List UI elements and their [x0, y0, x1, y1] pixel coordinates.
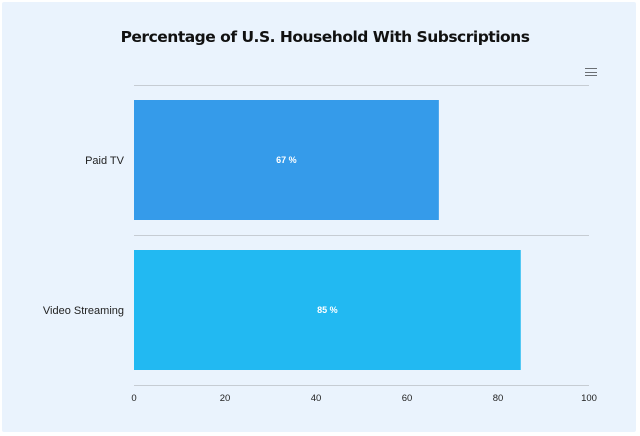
data-label: 85 % — [317, 305, 338, 315]
x-tick-label: 80 — [493, 393, 504, 404]
x-tick-label: 40 — [311, 393, 322, 404]
chart-menu-button[interactable] — [582, 64, 600, 80]
x-tick-label: 20 — [220, 393, 231, 404]
x-axis-tick-labels: 0 20 40 60 80 100 — [131, 393, 597, 404]
x-tick-label: 0 — [131, 393, 136, 404]
category-label: Video Streaming — [43, 305, 124, 317]
x-tick-label: 100 — [581, 393, 597, 404]
chart-title: Percentage of U.S. Household With Subscr… — [120, 28, 530, 46]
bar-paid-tv[interactable] — [134, 100, 439, 220]
bars: 67 % 85 % — [134, 100, 521, 370]
grid-lines — [134, 85, 589, 386]
category-label: Paid TV — [85, 155, 125, 167]
bar-video-streaming[interactable] — [134, 250, 521, 370]
data-label: 67 % — [276, 155, 297, 165]
x-tick-label: 60 — [402, 393, 413, 404]
category-labels: Paid TV Video Streaming — [43, 155, 125, 317]
